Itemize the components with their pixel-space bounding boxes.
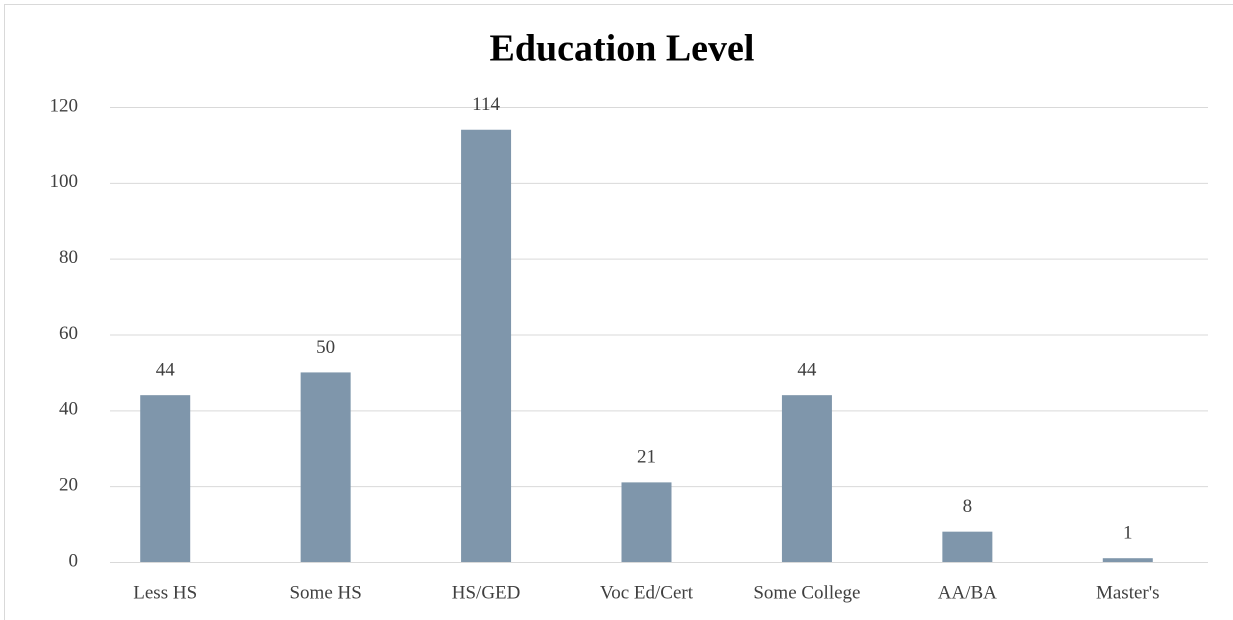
data-label: 44 [797,360,817,381]
y-tick-label: 20 [59,475,78,496]
data-label: 44 [156,360,176,381]
bar [621,482,672,562]
x-tick-label: Voc Ed/Cert [600,582,694,603]
x-tick-label: Master's [1096,582,1160,603]
data-label: 8 [963,496,973,517]
data-label: 1 [1123,523,1133,544]
x-tick-label: AA/BA [938,582,997,603]
x-tick-label: HS/GED [452,582,521,603]
chart-frame [4,4,1233,620]
bar [300,372,351,562]
data-label: 21 [637,447,656,468]
y-tick-label: 0 [69,550,79,571]
bar [461,129,512,562]
y-tick-label: 120 [50,95,79,116]
x-tick-label: Less HS [133,582,197,603]
x-tick-label: Some HS [289,582,361,603]
chart-title: Education Level [490,28,755,70]
bar [781,395,832,562]
bar [942,531,993,562]
y-tick-label: 40 [59,399,78,420]
y-tick-label: 80 [59,247,78,268]
bar [1102,558,1153,562]
bar [140,395,191,562]
data-label: 50 [316,337,335,358]
data-label: 114 [472,94,500,115]
x-tick-label: Some College [753,582,860,603]
y-tick-label: 100 [50,171,79,192]
y-tick-label: 60 [59,323,78,344]
